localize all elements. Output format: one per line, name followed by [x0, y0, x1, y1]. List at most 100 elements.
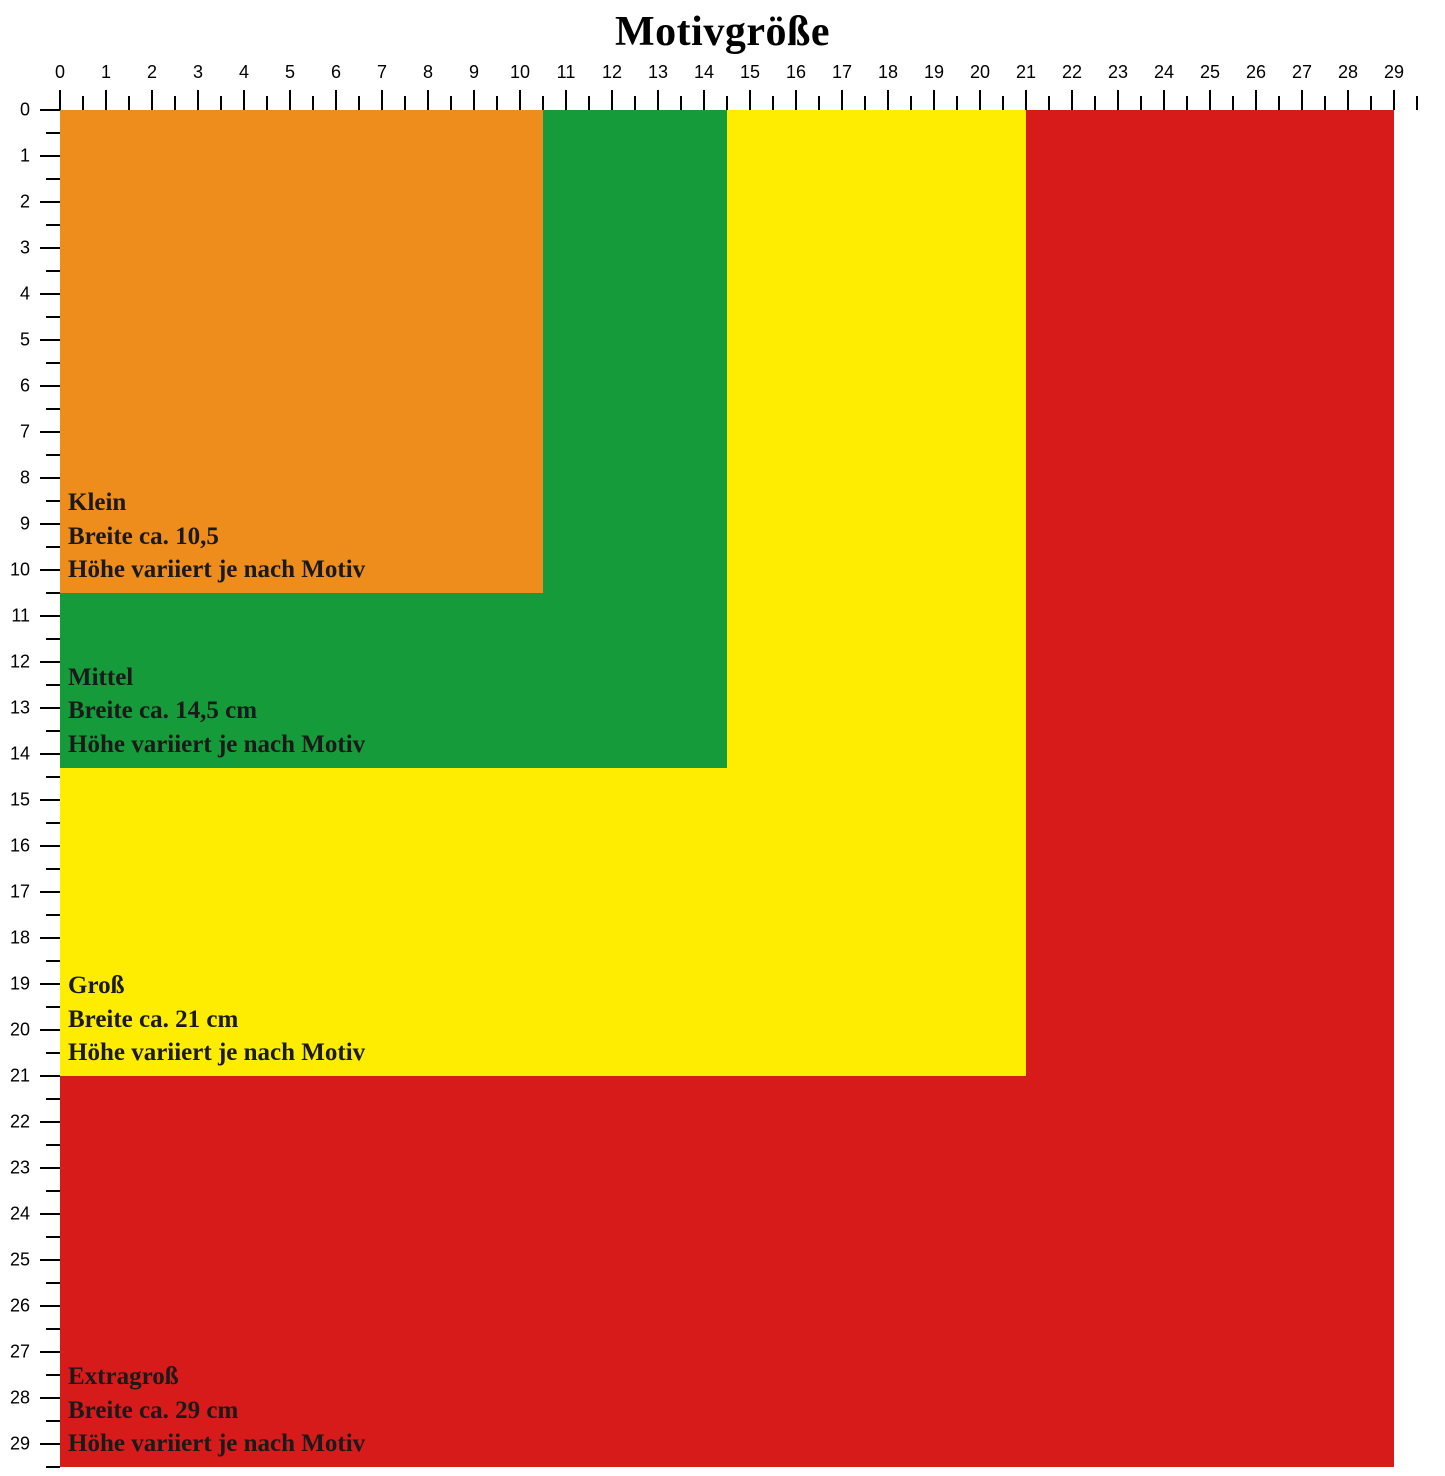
- ruler-tick: [565, 90, 567, 110]
- ruler-tick: [40, 1259, 60, 1261]
- ruler-tick-label: 10: [510, 62, 530, 83]
- ruler-tick-label: 17: [832, 62, 852, 83]
- ruler-tick: [289, 90, 291, 110]
- ruler-tick-label: 25: [4, 1250, 30, 1271]
- ruler-tick: [795, 90, 797, 110]
- ruler-halftick: [46, 960, 60, 962]
- ruler-tick: [427, 90, 429, 110]
- size-box-label: ExtragroßBreite ca. 29 cmHöhe variiert j…: [68, 1360, 365, 1461]
- ruler-tick: [1255, 90, 1257, 110]
- ruler-halftick: [46, 638, 60, 640]
- ruler-tick: [40, 477, 60, 479]
- ruler-tick: [1071, 90, 1073, 110]
- ruler-tick: [40, 201, 60, 203]
- ruler-halftick: [1002, 96, 1004, 110]
- ruler-tick-label: 25: [1200, 62, 1220, 83]
- ruler-halftick: [1416, 96, 1418, 110]
- ruler-tick-label: 5: [285, 62, 295, 83]
- ruler-halftick: [46, 178, 60, 180]
- ruler-tick-label: 15: [4, 790, 30, 811]
- ruler-tick: [40, 983, 60, 985]
- ruler-halftick: [46, 776, 60, 778]
- ruler-halftick: [864, 96, 866, 110]
- ruler-tick-label: 15: [740, 62, 760, 83]
- ruler-tick: [243, 90, 245, 110]
- ruler-tick: [40, 661, 60, 663]
- ruler-tick: [1301, 90, 1303, 110]
- ruler-tick-label: 20: [970, 62, 990, 83]
- ruler-halftick: [956, 96, 958, 110]
- ruler-tick: [335, 90, 337, 110]
- ruler-tick: [40, 1397, 60, 1399]
- ruler-tick: [40, 569, 60, 571]
- ruler-halftick: [1324, 96, 1326, 110]
- ruler-halftick: [82, 96, 84, 110]
- ruler-halftick: [46, 1144, 60, 1146]
- ruler-tick: [841, 90, 843, 110]
- ruler-tick: [40, 845, 60, 847]
- ruler-halftick: [726, 96, 728, 110]
- ruler-tick: [197, 90, 199, 110]
- ruler-halftick: [312, 96, 314, 110]
- ruler-tick-label: 23: [4, 1158, 30, 1179]
- ruler-halftick: [1140, 96, 1142, 110]
- ruler-tick: [40, 799, 60, 801]
- ruler-tick: [1393, 90, 1395, 110]
- ruler-tick: [611, 90, 613, 110]
- ruler-tick-label: 19: [4, 974, 30, 995]
- ruler-halftick: [46, 868, 60, 870]
- ruler-tick-label: 11: [4, 606, 30, 627]
- ruler-tick-label: 24: [4, 1204, 30, 1225]
- ruler-halftick: [818, 96, 820, 110]
- ruler-tick-label: 6: [331, 62, 341, 83]
- ruler-halftick: [46, 1190, 60, 1192]
- ruler-tick-label: 27: [1292, 62, 1312, 83]
- ruler-tick-label: 22: [4, 1112, 30, 1133]
- ruler-tick-label: 19: [924, 62, 944, 83]
- ruler-halftick: [46, 500, 60, 502]
- ruler-tick: [381, 90, 383, 110]
- ruler-tick-label: 9: [469, 62, 479, 83]
- ruler-horizontal: 0123456789101112131415161718192021222324…: [60, 62, 1426, 110]
- ruler-tick: [59, 90, 61, 110]
- ruler-tick: [40, 385, 60, 387]
- ruler-tick-label: 0: [4, 100, 30, 121]
- ruler-tick: [40, 1029, 60, 1031]
- ruler-tick-label: 22: [1062, 62, 1082, 83]
- ruler-tick-label: 29: [1384, 62, 1404, 83]
- ruler-halftick: [1278, 96, 1280, 110]
- ruler-vertical: 0123456789101112131415161718192021222324…: [4, 110, 60, 1476]
- ruler-tick: [979, 90, 981, 110]
- ruler-halftick: [46, 270, 60, 272]
- ruler-tick-label: 6: [4, 376, 30, 397]
- ruler-tick-label: 17: [4, 882, 30, 903]
- ruler-tick-label: 2: [147, 62, 157, 83]
- ruler-halftick: [46, 822, 60, 824]
- ruler-tick-label: 13: [648, 62, 668, 83]
- ruler-tick-label: 28: [1338, 62, 1358, 83]
- ruler-tick: [933, 90, 935, 110]
- ruler-tick: [657, 90, 659, 110]
- ruler-tick-label: 28: [4, 1388, 30, 1409]
- ruler-tick: [40, 293, 60, 295]
- ruler-halftick: [46, 1052, 60, 1054]
- ruler-halftick: [46, 1374, 60, 1376]
- ruler-halftick: [46, 1236, 60, 1238]
- ruler-tick: [40, 431, 60, 433]
- ruler-tick-label: 10: [4, 560, 30, 581]
- ruler-tick-label: 18: [878, 62, 898, 83]
- ruler-tick-label: 1: [4, 146, 30, 167]
- ruler-halftick: [634, 96, 636, 110]
- size-chart: ExtragroßBreite ca. 29 cmHöhe variiert j…: [60, 110, 1426, 1476]
- ruler-halftick: [46, 1006, 60, 1008]
- ruler-halftick: [46, 546, 60, 548]
- ruler-halftick: [1048, 96, 1050, 110]
- ruler-tick: [40, 339, 60, 341]
- ruler-tick: [40, 937, 60, 939]
- ruler-tick: [473, 90, 475, 110]
- ruler-halftick: [46, 1420, 60, 1422]
- ruler-tick: [40, 155, 60, 157]
- ruler-halftick: [46, 362, 60, 364]
- ruler-halftick: [680, 96, 682, 110]
- ruler-tick: [40, 707, 60, 709]
